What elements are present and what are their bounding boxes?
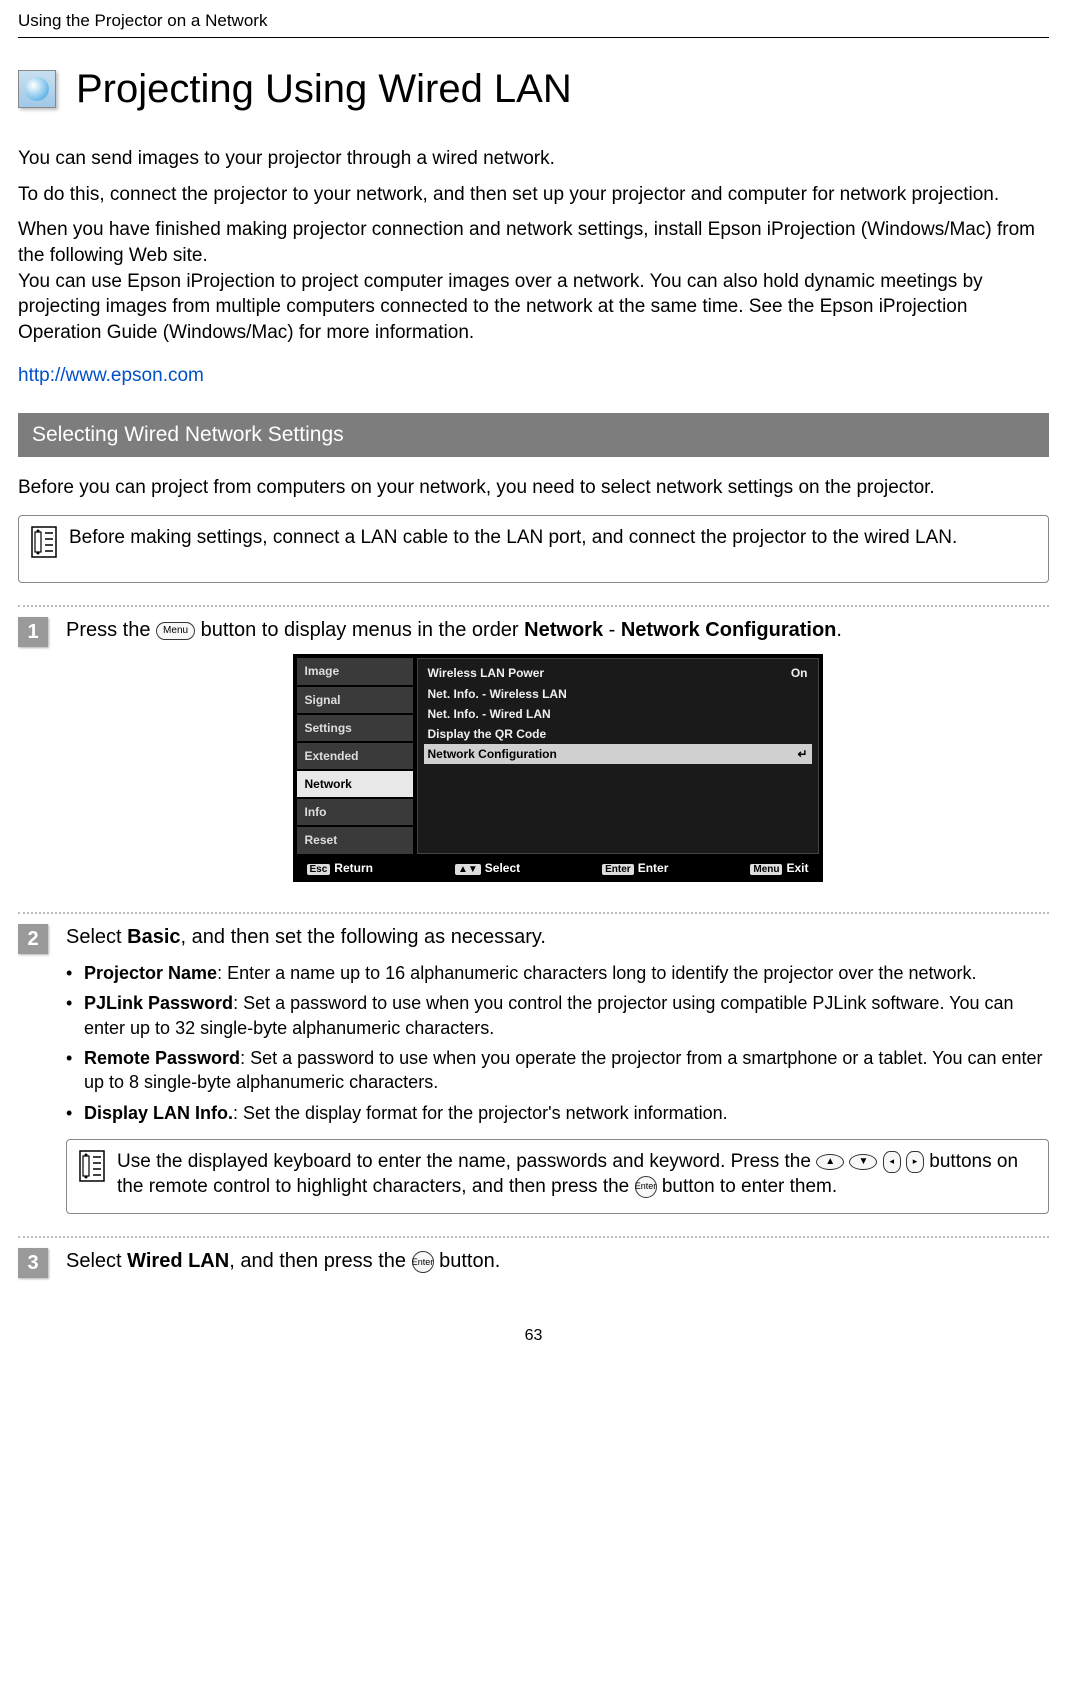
intro-p3: When you have finished making projector …: [18, 217, 1049, 345]
note-text-2: Use the displayed keyboard to enter the …: [117, 1150, 1036, 1199]
note2-pre: Use the displayed keyboard to enter the …: [117, 1151, 816, 1172]
step1-pre: Press the: [66, 619, 156, 641]
foot-return-label: Return: [334, 861, 373, 875]
foot-return-key: Esc: [307, 864, 331, 875]
enter-button-icon: Enter: [635, 1176, 657, 1198]
intro-block: You can send images to your projector th…: [18, 146, 1049, 345]
menu-tab: Network: [297, 771, 413, 797]
menu-tab: Settings: [297, 715, 413, 741]
step-3: 3 Select Wired LAN, and then press the E…: [18, 1248, 1049, 1285]
right-button-icon: ▸: [906, 1151, 924, 1173]
intro-p1: You can send images to your projector th…: [18, 146, 1049, 172]
step3-bold: Wired LAN: [127, 1250, 229, 1272]
note-text-1: Before making settings, connect a LAN ca…: [69, 526, 957, 551]
note-box-1: Before making settings, connect a LAN ca…: [18, 515, 1049, 583]
note-box-2: Use the displayed keyboard to enter the …: [66, 1139, 1049, 1214]
separator-2: [18, 912, 1049, 914]
step2-heading: Select Basic, and then set the following…: [66, 924, 1049, 951]
step1-bold1: Network: [524, 619, 603, 641]
list-item: Display LAN Info.: Set the display forma…: [66, 1101, 1049, 1125]
step1-post: .: [836, 619, 842, 641]
step-number-3: 3: [18, 1248, 48, 1278]
menu-panel: Wireless LAN PowerOnNet. Info. - Wireles…: [417, 658, 819, 853]
list-item: PJLink Password: Set a password to use w…: [66, 991, 1049, 1040]
separator-3: [18, 1236, 1049, 1238]
step-1: 1 Press the Menu button to display menus…: [18, 617, 1049, 898]
foot-exit-label: Exit: [786, 861, 808, 875]
step2-pre: Select: [66, 926, 127, 948]
menu-screenshot: ImageSignalSettingsExtendedNetworkInfoRe…: [293, 654, 823, 882]
enter-button-icon-2: Enter: [412, 1251, 434, 1273]
title-row: Projecting Using Wired LAN: [18, 62, 1049, 116]
down-button-icon: ▼: [849, 1154, 877, 1170]
menu-tab: Image: [297, 658, 413, 684]
step1-mid: button to display menus in the order: [201, 619, 525, 641]
list-item: Projector Name: Enter a name up to 16 al…: [66, 961, 1049, 985]
menu-tab: Signal: [297, 687, 413, 713]
page-title: Projecting Using Wired LAN: [76, 62, 572, 116]
menu-tab: Reset: [297, 827, 413, 853]
foot-enter-key: Enter: [602, 864, 634, 875]
menu-row: Net. Info. - Wireless LAN: [424, 684, 812, 704]
step1-bold2: Network Configuration: [621, 619, 837, 641]
menu-tab: Extended: [297, 743, 413, 769]
list-item: Remote Password: Set a password to use w…: [66, 1046, 1049, 1095]
step2-bold: Basic: [127, 926, 180, 948]
step1-sep: -: [609, 619, 621, 641]
top-rule: [18, 37, 1049, 38]
step-number-2: 2: [18, 924, 48, 954]
section-icon: [18, 70, 56, 108]
menu-tabs: Image SignalSettingsExtendedNetworkInfoRe…: [297, 658, 417, 853]
menu-row: Net. Info. - Wired LAN: [424, 704, 812, 724]
foot-enter-label: Enter: [638, 861, 669, 875]
step-2: 2 Select Basic, and then set the followi…: [18, 924, 1049, 1222]
intro-p2: To do this, connect the projector to you…: [18, 182, 1049, 208]
step3-heading: Select Wired LAN, and then press the Ent…: [66, 1248, 1049, 1275]
step3-post: button.: [439, 1250, 500, 1272]
foot-select-label: Select: [485, 861, 520, 875]
note-icon: [31, 526, 57, 564]
step3-pre: Select: [66, 1250, 127, 1272]
breadcrumb: Using the Projector on a Network: [18, 10, 1049, 33]
separator-1: [18, 605, 1049, 607]
menu-tab: Info: [297, 799, 413, 825]
foot-select-key: ▲▼: [455, 864, 481, 875]
note2-post: button to enter them.: [662, 1176, 837, 1197]
menu-button-icon: Menu: [156, 622, 195, 640]
page-number: 63: [18, 1325, 1049, 1347]
menu-row: Wireless LAN PowerOn: [424, 663, 812, 683]
step2-bullet-list: Projector Name: Enter a name up to 16 al…: [66, 961, 1049, 1125]
menu-row: Display the QR Code: [424, 724, 812, 744]
menu-footer: EscReturn ▲▼ Select Enter Enter Menu Exit: [297, 854, 819, 883]
left-button-icon: ◂: [883, 1151, 901, 1173]
section-heading: Selecting Wired Network Settings: [18, 413, 1049, 457]
section-lead: Before you can project from computers on…: [18, 475, 1049, 501]
up-button-icon: ▲: [816, 1154, 844, 1170]
foot-exit-key: Menu: [750, 864, 782, 875]
step1-heading: Press the Menu button to display menus i…: [66, 617, 1049, 644]
note-icon-2: [79, 1150, 105, 1188]
menu-row: Network Configuration↵: [424, 744, 812, 764]
step-number-1: 1: [18, 617, 48, 647]
step2-post: , and then set the following as necessar…: [181, 926, 546, 948]
step3-mid: , and then press the: [229, 1250, 411, 1272]
epson-link[interactable]: http://www.epson.com: [18, 363, 1049, 389]
